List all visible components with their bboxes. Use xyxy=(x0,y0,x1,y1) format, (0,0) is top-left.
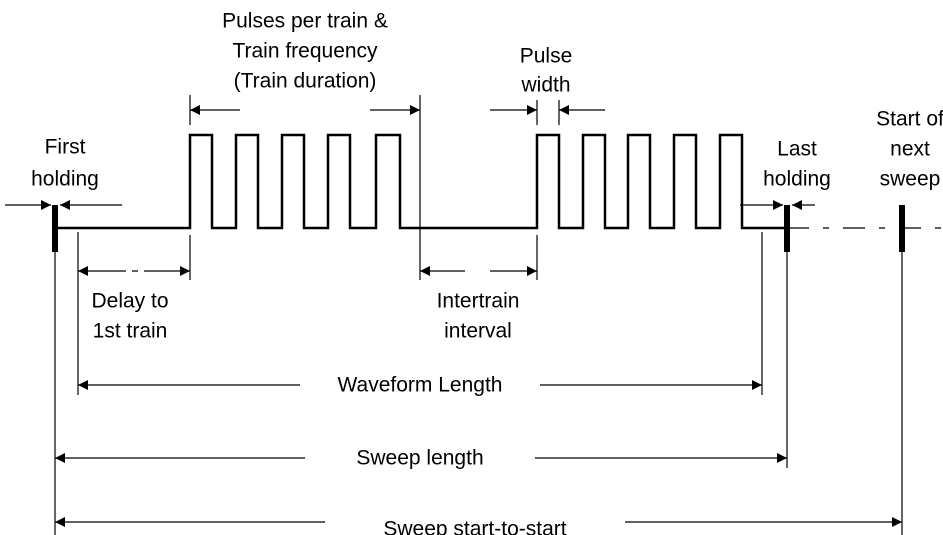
label: width xyxy=(520,74,570,97)
arrows xyxy=(5,105,902,527)
label: next xyxy=(890,138,930,161)
label: Start of xyxy=(876,108,943,131)
label: 1st train xyxy=(93,320,168,343)
label: sweep xyxy=(880,168,941,191)
label: Waveform Length xyxy=(338,374,503,397)
label: Train frequency xyxy=(232,40,378,63)
waveform xyxy=(55,133,787,230)
label: Pulses per train & xyxy=(222,10,388,33)
label: Pulse xyxy=(520,45,573,68)
label: Last xyxy=(777,138,817,161)
label: holding xyxy=(31,168,99,191)
label: Intertrain xyxy=(437,290,520,313)
label: Delay to xyxy=(91,290,168,313)
label: holding xyxy=(763,168,831,191)
label: Sweep start-to-start xyxy=(383,518,566,535)
label: Sweep length xyxy=(356,447,483,470)
label: interval xyxy=(444,320,512,343)
label: First xyxy=(45,136,86,159)
guide-lines xyxy=(54,95,903,535)
label: (Train duration) xyxy=(234,70,377,93)
